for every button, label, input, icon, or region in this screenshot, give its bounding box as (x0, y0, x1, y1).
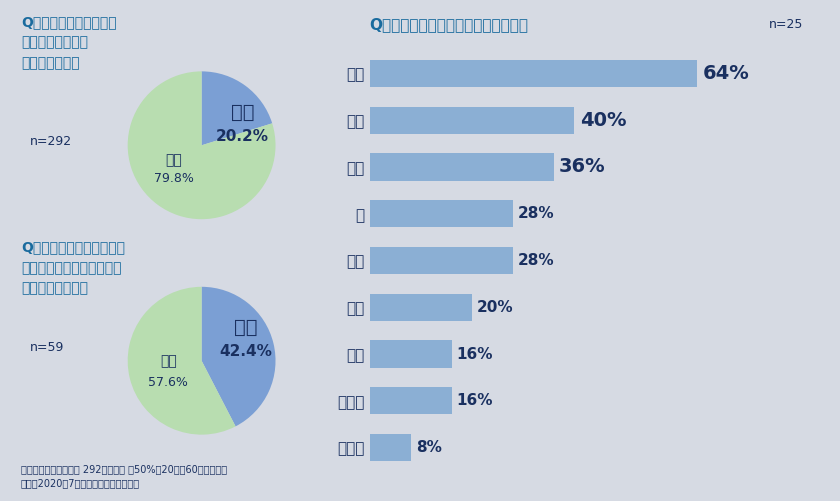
Text: 36%: 36% (559, 157, 606, 176)
Bar (370, 434, 411, 461)
Wedge shape (128, 287, 235, 435)
Text: 28%: 28% (518, 206, 554, 221)
Text: Q．災害ボランティアに
　参加したことは
　ありますか？: Q．災害ボランティアに 参加したことは ありますか？ (21, 15, 117, 70)
Text: 42.4%: 42.4% (219, 344, 272, 359)
Bar (370, 247, 513, 274)
Text: n=292: n=292 (29, 135, 71, 148)
Text: 16%: 16% (457, 393, 493, 408)
Bar (370, 294, 472, 321)
Text: ない: ない (165, 153, 182, 167)
Text: 79.8%: 79.8% (154, 172, 194, 185)
Wedge shape (202, 71, 272, 145)
Text: 20%: 20% (477, 300, 514, 315)
Text: 8%: 8% (416, 440, 442, 455)
Text: n=25: n=25 (769, 18, 803, 31)
Text: 28%: 28% (518, 253, 554, 268)
Text: Q．ボランティア参加時に
　症状が出て困ったことは
　ありましたか？: Q．ボランティア参加時に 症状が出て困ったことは ありましたか？ (21, 240, 125, 296)
Bar (370, 387, 452, 414)
Text: n=59: n=59 (29, 341, 64, 354)
Bar (370, 200, 513, 227)
Bar (370, 60, 697, 87)
Text: ある: ある (234, 318, 258, 337)
Text: Q．症状はどのようなことでしたか？: Q．症状はどのようなことでしたか？ (370, 18, 528, 33)
Text: 調査サンプル：一般人 292名　男女 各50%、20代〜60代以上調査
期間：2020年7月　インターネット調査: 調査サンプル：一般人 292名 男女 各50%、20代〜60代以上調査 期間：2… (21, 464, 227, 488)
Text: ある: ある (230, 103, 254, 122)
Text: 16%: 16% (457, 347, 493, 362)
Wedge shape (202, 287, 276, 426)
Bar (370, 107, 575, 134)
Text: 57.6%: 57.6% (149, 376, 188, 389)
Text: 64%: 64% (702, 64, 749, 83)
Bar (370, 341, 452, 368)
Wedge shape (128, 71, 276, 219)
Text: ない: ない (160, 354, 176, 368)
Text: 40%: 40% (580, 111, 626, 130)
Text: 20.2%: 20.2% (216, 129, 269, 144)
Bar (370, 153, 554, 180)
